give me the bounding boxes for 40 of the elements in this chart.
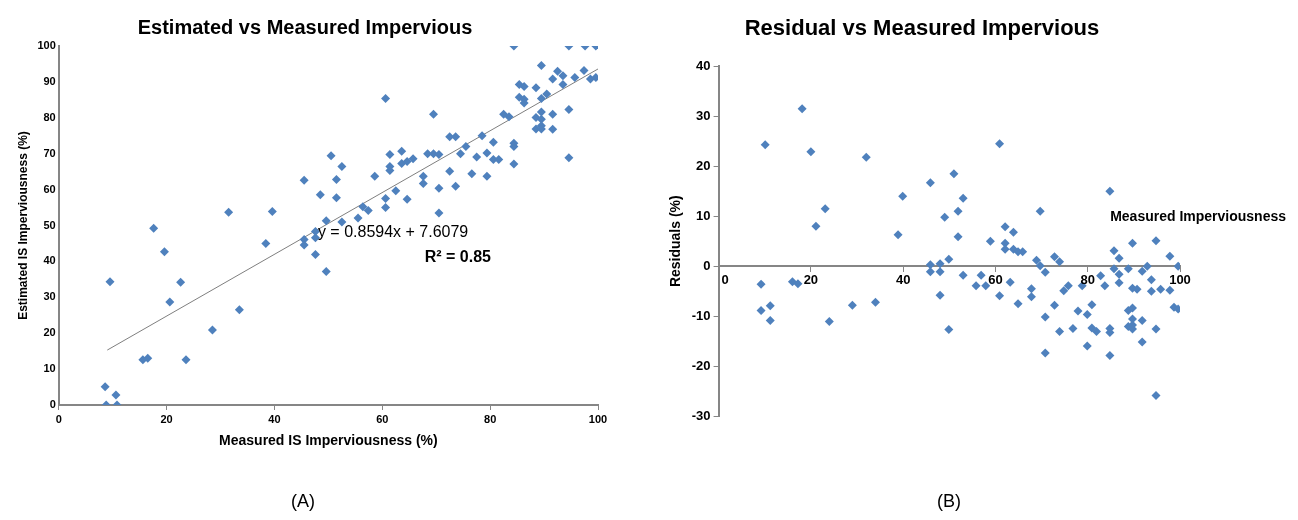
y-tick-label: -30 [691, 407, 711, 423]
y-tick-label: 10 [696, 207, 711, 223]
y-tick-label: 80 [43, 110, 56, 123]
y-tick-label: 30 [43, 290, 56, 303]
x-tick-label: 80 [1080, 272, 1095, 288]
y-tick-label: 10 [43, 362, 56, 375]
y-tick-label: 90 [43, 74, 56, 87]
annotation: R² = 0.85 [424, 248, 492, 266]
y-tick-label: 40 [43, 254, 56, 267]
x-tick-label: 20 [160, 412, 173, 425]
y-tick-label: 20 [43, 326, 56, 339]
x-tick-label: 40 [895, 272, 911, 288]
y-tick-label: 20 [696, 157, 711, 173]
text: (B) [937, 490, 961, 511]
x-tick-label: 0 [721, 272, 729, 288]
x-tick-label: 100 [588, 412, 608, 425]
x-tick-label: 20 [803, 272, 819, 288]
y-axis-title: Residuals (%) [667, 195, 684, 288]
x-tick-label: 60 [988, 272, 1003, 288]
y-tick-label: 40 [696, 57, 711, 73]
y-tick-label: 70 [43, 146, 56, 159]
y-tick-label: 60 [43, 182, 56, 195]
y-tick-label: 100 [37, 39, 56, 52]
x-axis-title: Measured IS Imperviousness (%) [219, 432, 438, 449]
y-tick-label: 50 [43, 218, 56, 231]
y-axis-title: Estimated IS Imperviousness (%) [15, 131, 30, 320]
y-tick-label: 30 [696, 107, 711, 123]
y-tick-label: 0 [49, 398, 56, 411]
x-tick-label: 100 [1169, 272, 1191, 288]
y-tick-label: -10 [691, 307, 711, 323]
x-tick-label: 80 [484, 412, 497, 425]
x-tick-label: 60 [376, 412, 389, 425]
y-tick-label: 0 [703, 257, 711, 273]
x-tick-label: 40 [268, 412, 281, 425]
annotation: y = 0.8594x + 7.6079 [317, 223, 469, 241]
text: (A) [291, 490, 315, 511]
chart-title: Estimated vs Measured Impervious [137, 15, 473, 38]
y-tick-label: -20 [691, 357, 711, 373]
chart-title: Residual vs Measured Impervious [744, 15, 1100, 41]
x-axis-title: Measured Imperviousness [1110, 207, 1287, 224]
